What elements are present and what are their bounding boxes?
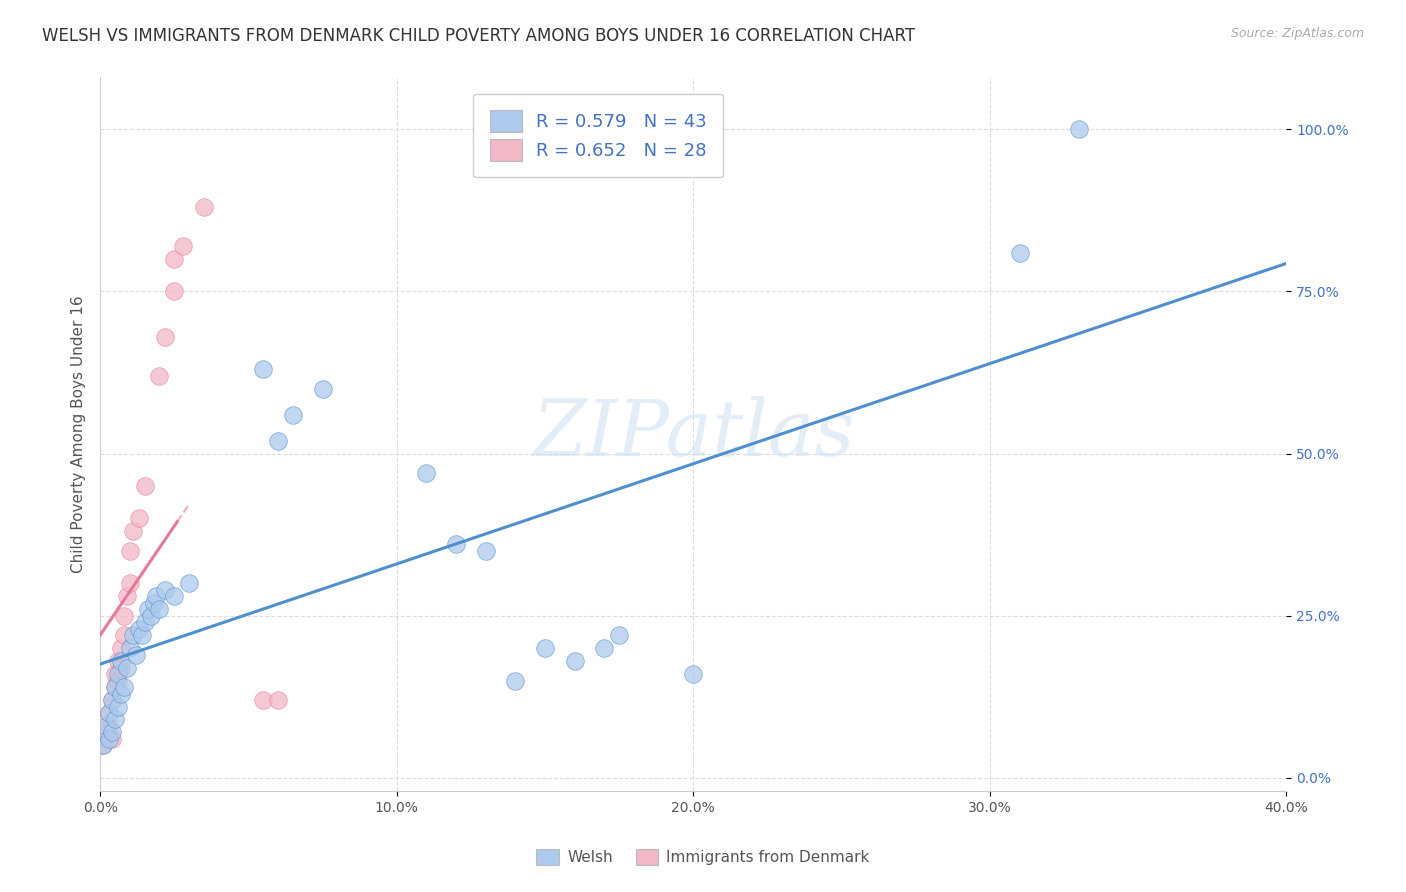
Point [101,725,124,739]
Point [134,479,156,493]
Point [110,660,132,674]
Point [163,252,186,266]
Point [118,544,141,558]
Point [131,628,153,642]
Point [155,582,177,597]
Point [107,699,129,714]
Point [104,680,127,694]
Point [593,641,616,656]
Point [682,667,704,681]
Point [163,589,186,603]
Point [128,622,150,636]
Point [101,693,124,707]
Point [110,641,132,656]
Point [91,739,114,753]
Point [110,687,132,701]
Text: WELSH VS IMMIGRANTS FROM DENMARK CHILD POVERTY AMONG BOYS UNDER 16 CORRELATION C: WELSH VS IMMIGRANTS FROM DENMARK CHILD P… [42,27,915,45]
Point [112,608,135,623]
Point [98,731,121,746]
Legend: Welsh, Immigrants from Denmark: Welsh, Immigrants from Denmark [530,843,876,871]
Point [252,693,274,707]
Point [107,654,129,668]
Point [1067,122,1090,136]
Point [177,576,200,591]
Point [311,382,333,396]
Point [145,589,167,603]
Point [101,693,124,707]
Point [444,537,467,551]
Point [163,285,186,299]
Point [415,466,437,480]
Point [110,654,132,668]
Point [125,648,148,662]
Point [267,693,290,707]
Point [142,596,165,610]
Point [94,719,117,733]
Point [98,719,121,733]
Point [267,434,290,448]
Point [118,576,141,591]
Point [121,628,143,642]
Point [128,511,150,525]
Point [104,680,127,694]
Point [155,330,177,344]
Point [564,654,586,668]
Point [121,524,143,539]
Point [474,544,496,558]
Point [172,239,194,253]
Point [136,602,159,616]
Point [112,680,135,694]
Point [91,739,114,753]
Text: ZIPatlas: ZIPatlas [531,396,855,472]
Point [112,628,135,642]
Point [281,408,304,422]
Point [115,660,138,674]
Point [1008,245,1031,260]
Point [139,608,162,623]
Point [148,368,170,383]
Point [107,673,129,688]
Point [98,706,121,720]
Legend: R = 0.579   N = 43, R = 0.652   N = 28: R = 0.579 N = 43, R = 0.652 N = 28 [474,94,724,178]
Point [607,628,630,642]
Point [104,713,127,727]
Y-axis label: Child Poverty Among Boys Under 16: Child Poverty Among Boys Under 16 [72,295,86,573]
Point [534,641,557,656]
Point [94,725,117,739]
Point [505,673,527,688]
Point [134,615,156,630]
Point [115,589,138,603]
Point [193,200,215,214]
Point [148,602,170,616]
Point [107,667,129,681]
Point [101,731,124,746]
Point [118,641,141,656]
Point [98,706,121,720]
Point [252,362,274,376]
Point [104,667,127,681]
Text: Source: ZipAtlas.com: Source: ZipAtlas.com [1230,27,1364,40]
